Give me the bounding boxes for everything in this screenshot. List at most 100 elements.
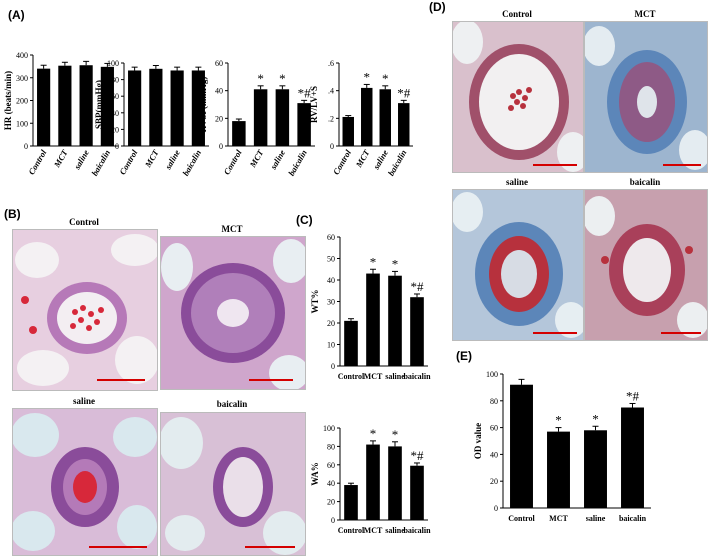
wt-bar-baicalin bbox=[410, 297, 424, 366]
hr-ylabel: HR (beats/min) bbox=[3, 71, 13, 130]
rv_lvs-significance-mark: * bbox=[382, 71, 389, 86]
wt-category-label: Control bbox=[338, 372, 365, 381]
hr-category-label: Control bbox=[26, 147, 48, 176]
od-significance-mark: * bbox=[555, 413, 562, 428]
od-ytick-label: 80 bbox=[490, 397, 498, 406]
chart-od: 0 20 40 60 80 100 OD value Control * MCT * saline *#… bbox=[456, 365, 706, 555]
wa-svg: 0 20 40 60 80 100 WA% Control * MCT * saline *# baica… bbox=[310, 424, 431, 535]
wa-category-label: saline bbox=[385, 526, 405, 535]
panel-label-e: (E) bbox=[456, 349, 472, 363]
rvsp-category-label: Control bbox=[221, 147, 243, 176]
wt-ytick-label: 40 bbox=[327, 276, 335, 285]
rv_lvs-category-label: baicalin bbox=[386, 148, 409, 178]
wa-significance-mark: * bbox=[370, 426, 377, 441]
rvsp-ytick-label: 0 bbox=[219, 142, 223, 151]
od-ytick-label: 60 bbox=[490, 424, 498, 433]
rv_lvs-ytick-label: 0 bbox=[330, 142, 334, 151]
rvsp-bar-baicalin bbox=[297, 103, 311, 146]
rvsp-bar-control bbox=[232, 121, 246, 146]
rvsp-ytick-label: 20 bbox=[215, 114, 223, 123]
hr-bar-control bbox=[37, 68, 51, 146]
wa-bar-baicalin bbox=[410, 465, 424, 520]
rv_lvs-ytick-label: .2 bbox=[328, 114, 334, 123]
rvsp-significance-mark: * bbox=[257, 71, 264, 86]
rvsp-category-label: saline bbox=[268, 148, 288, 172]
micro-label-b-baicalin: baicalin bbox=[216, 399, 248, 409]
wt-bar-control bbox=[344, 320, 358, 366]
hr-ytick-label: 300 bbox=[16, 74, 28, 83]
hr-bar-baicalin bbox=[100, 66, 114, 146]
masson-saline-image bbox=[453, 190, 583, 340]
wt-significance-mark: *# bbox=[411, 279, 425, 294]
panel-label-a: (A) bbox=[8, 8, 25, 22]
hr-ytick-label: 0 bbox=[24, 142, 28, 151]
rv_lvs-category-label: MCT bbox=[353, 147, 372, 170]
rv_lvs-ytick-label: .4 bbox=[328, 87, 334, 96]
micro-he-control bbox=[12, 229, 158, 391]
wa-ylabel: WA% bbox=[310, 462, 320, 486]
rv_lvs-bar-saline bbox=[379, 89, 391, 146]
micro-masson-mct bbox=[584, 21, 708, 173]
hr-ytick-label: 100 bbox=[16, 119, 28, 128]
rvsp-svg: 0 20 40 60 RVSP(mmHg) Control * MCT * saline *# bai… bbox=[198, 59, 315, 178]
rv_lvs-svg: 0.2.4.6RV/LV+SControl*MCT*saline*#baical… bbox=[309, 59, 413, 178]
chart-wt: 0 10 20 30 40 50 60 WT% Control * MCT * saline *# baic… bbox=[306, 228, 436, 388]
rv_lvs-bar-mct bbox=[361, 87, 373, 146]
od-ytick-label: 40 bbox=[490, 450, 498, 459]
hr-category-label: MCT bbox=[51, 147, 70, 170]
he-control-image bbox=[13, 230, 157, 390]
panel-label-d: (D) bbox=[429, 0, 446, 14]
micro-he-baicalin bbox=[160, 412, 306, 556]
wt-bar-saline bbox=[388, 275, 402, 366]
panel-label-c: (C) bbox=[296, 213, 313, 227]
chart-rv-lvs: 0.2.4.6 RV/LV+S Control * MCT * saline *# baical… bbox=[309, 20, 425, 205]
wa-ytick-label: 20 bbox=[327, 498, 335, 507]
he-mct-image bbox=[161, 237, 305, 389]
wt-significance-mark: * bbox=[370, 254, 377, 269]
wt-ytick-label: 0 bbox=[331, 362, 335, 371]
sbp-bar-mct bbox=[149, 68, 163, 146]
hr-bar-saline bbox=[79, 65, 93, 146]
masson-baicalin-image bbox=[585, 190, 707, 340]
od-bar-control bbox=[510, 384, 533, 508]
sbp-category-label: Control bbox=[117, 147, 139, 176]
rv_lvs-bar-control bbox=[342, 116, 354, 146]
sbp-ytick-label: 20 bbox=[111, 125, 119, 134]
rvsp-ytick-label: 60 bbox=[215, 59, 223, 68]
wa-bar-control bbox=[344, 485, 358, 520]
wa-bar-saline bbox=[388, 446, 402, 520]
rvsp-category-label: baicalin bbox=[286, 148, 309, 178]
micro-label-b-control: Control bbox=[69, 217, 99, 227]
micro-masson-control bbox=[452, 21, 584, 173]
wt-bar-mct bbox=[366, 273, 380, 366]
rv_lvs-significance-mark: *# bbox=[397, 85, 411, 100]
od-svg: 0 20 40 60 80 100 OD value Control * MCT * saline *#… bbox=[473, 370, 651, 523]
wa-category-label: Control bbox=[338, 526, 365, 535]
od-significance-mark: * bbox=[592, 411, 599, 426]
wt-ytick-label: 50 bbox=[327, 255, 335, 264]
sbp-ytick-label: 0 bbox=[115, 142, 119, 151]
od-category-label: saline bbox=[586, 514, 606, 523]
sbp-ytick-label: 60 bbox=[111, 92, 119, 101]
wt-ytick-label: 30 bbox=[327, 298, 335, 307]
hr-bar-mct bbox=[58, 65, 72, 146]
od-significance-mark: *# bbox=[626, 388, 640, 403]
od-ytick-label: 0 bbox=[494, 504, 498, 513]
od-bar-baicalin bbox=[621, 407, 644, 508]
sbp-bar-control bbox=[128, 70, 142, 146]
od-category-label: Control bbox=[508, 514, 535, 523]
rvsp-ylabel: RVSP(mmHg) bbox=[198, 77, 208, 133]
chart-sbp: 0 20 40 60 80 100 SBP(mmHg) Control MCT saline bai… bbox=[92, 20, 217, 205]
sbp-ytick-label: 80 bbox=[111, 76, 119, 85]
od-ytick-label: 20 bbox=[490, 477, 498, 486]
sbp-category-label: MCT bbox=[142, 147, 161, 170]
chart-rvsp: 0 20 40 60 RVSP(mmHg) Control * MCT * saline *# bai… bbox=[197, 20, 322, 205]
hr-category-label: saline bbox=[71, 148, 91, 172]
wt-ytick-label: 20 bbox=[327, 319, 335, 328]
rvsp-category-label: MCT bbox=[247, 147, 266, 170]
wa-category-label: MCT bbox=[364, 526, 383, 535]
od-category-label: baicalin bbox=[619, 514, 647, 523]
rv_lvs-bar-baicalin bbox=[398, 103, 410, 146]
micro-he-saline bbox=[12, 408, 158, 556]
